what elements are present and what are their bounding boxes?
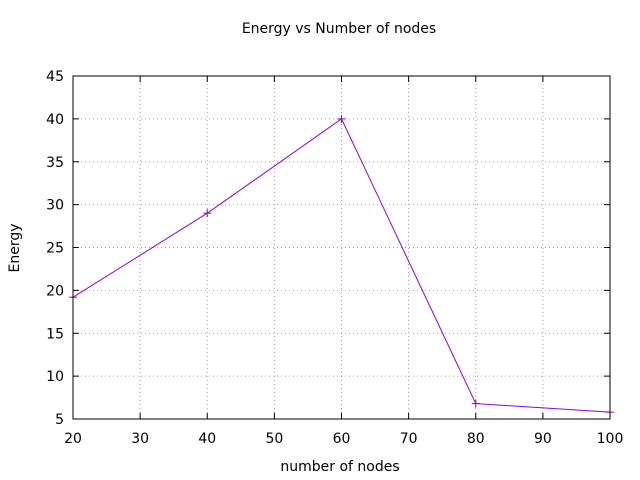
x-tick-label: 30 [131, 431, 149, 447]
y-tick-label: 35 [46, 155, 64, 171]
x-axis-label: number of nodes [280, 459, 399, 475]
x-tick-label: 80 [467, 431, 485, 447]
y-tick-label: 10 [46, 369, 64, 385]
x-tick-label: 40 [198, 431, 216, 447]
data-point-marker [337, 114, 346, 123]
x-tick-label: 50 [265, 431, 283, 447]
y-axis-label: Energy [7, 223, 23, 272]
x-tick-label: 100 [597, 431, 624, 447]
x-tick-label: 60 [333, 431, 351, 447]
chart-title: Energy vs Number of nodes [242, 21, 436, 37]
axis-ticks: 20 30 40 50 60 70 80 90 100 5 10 15 20 25 30 35 40 45 [46, 69, 623, 447]
x-tick-label: 90 [534, 431, 552, 447]
x-tick-label: 70 [400, 431, 418, 447]
y-tick-label: 40 [46, 112, 64, 128]
y-tick-label: 5 [55, 412, 64, 428]
data-point-marker [203, 209, 212, 218]
y-tick-label: 25 [46, 241, 64, 257]
y-tick-label: 15 [46, 326, 64, 342]
plot-area-border [72, 75, 611, 420]
data-point-marker [471, 399, 480, 408]
grid [73, 76, 610, 419]
y-tick-label: 45 [46, 69, 64, 85]
y-tick-label: 30 [46, 198, 64, 214]
y-tick-label: 20 [46, 283, 64, 299]
x-tick-label: 20 [64, 431, 82, 447]
